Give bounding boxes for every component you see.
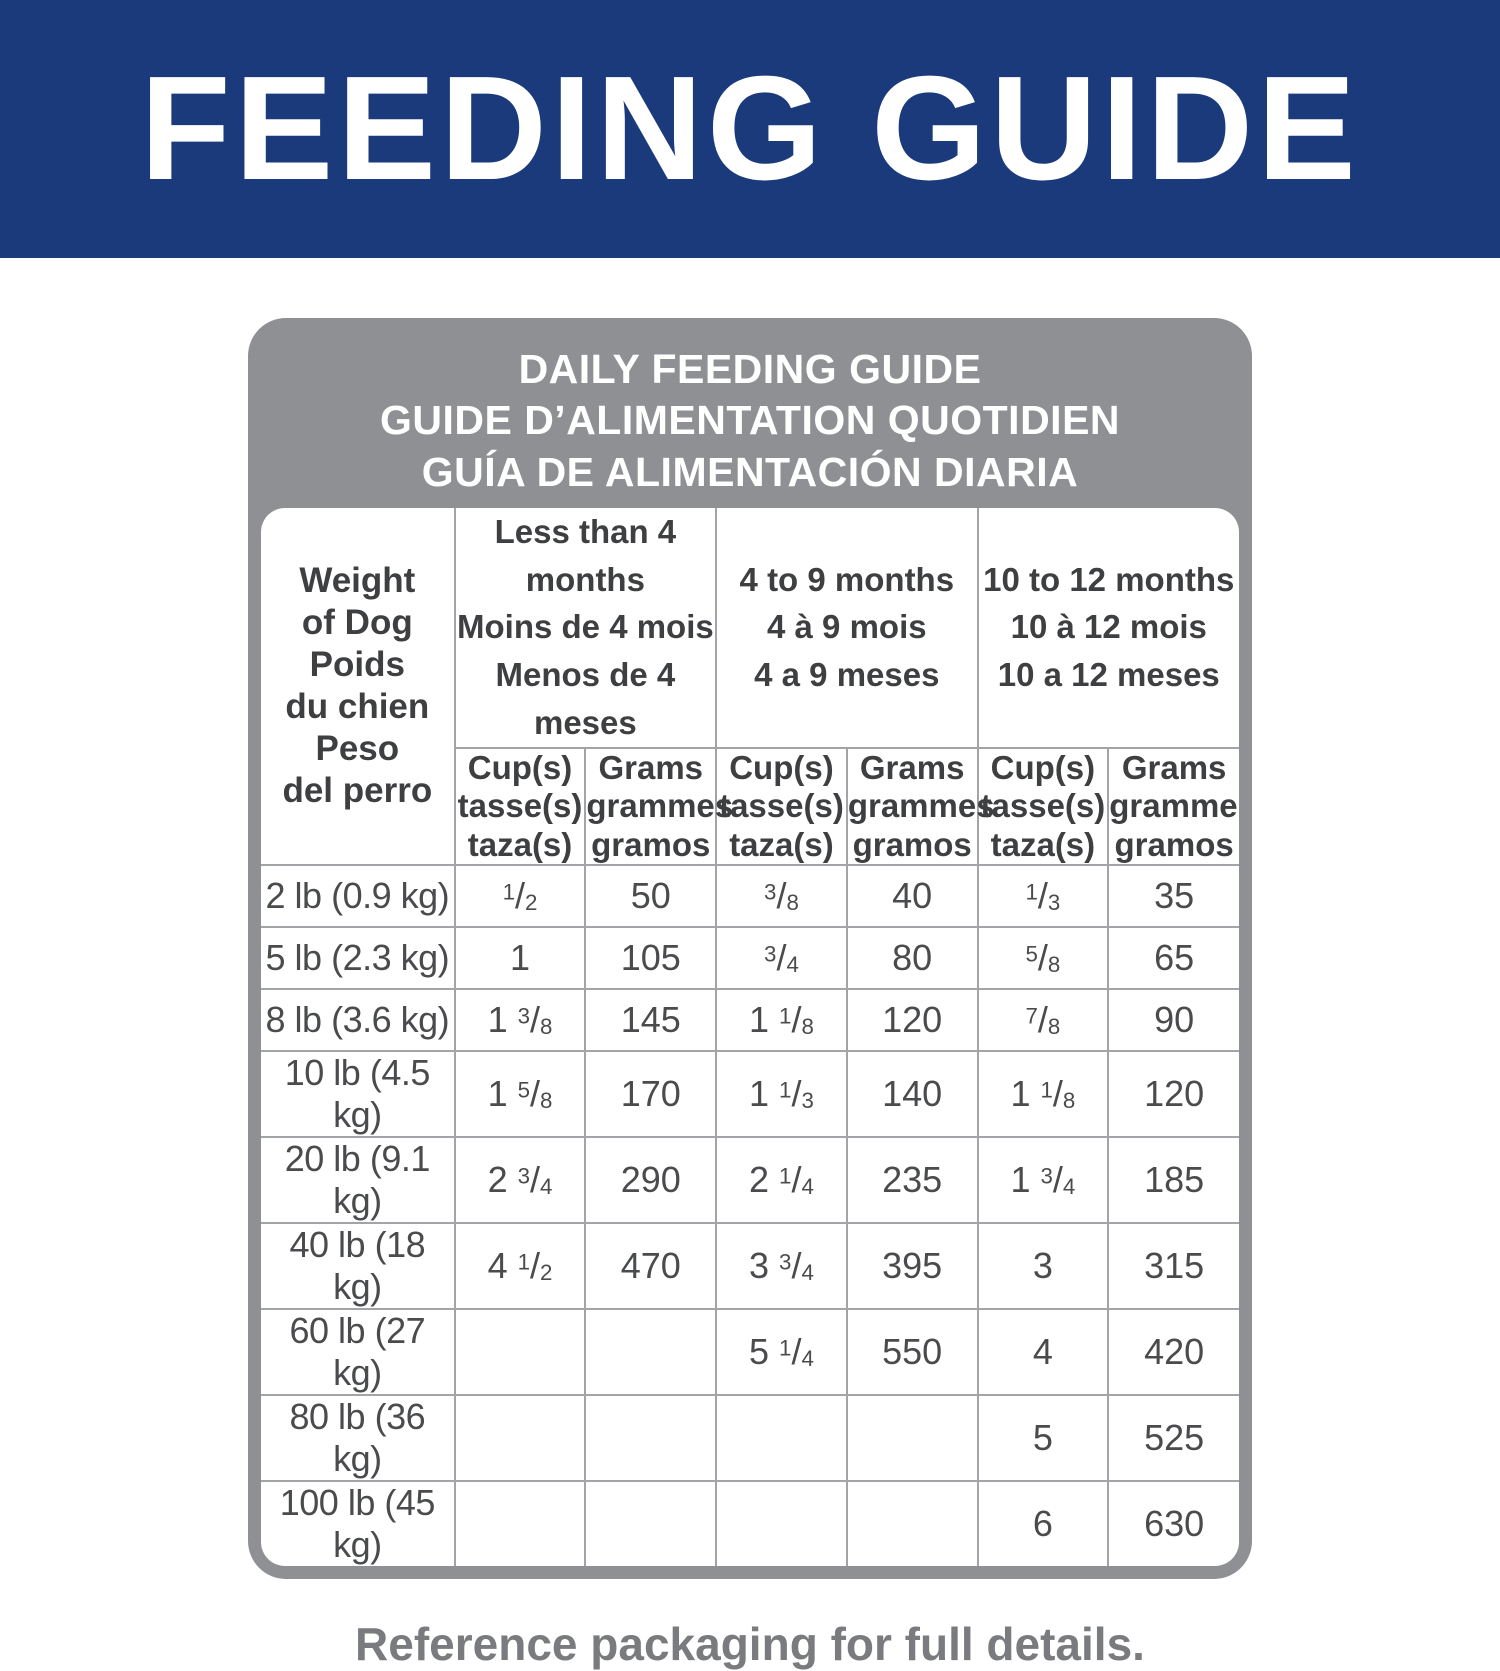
weight-cell: 100 lb (45 kg) <box>261 1479 456 1566</box>
table-row: 5 lb (2.3 kg) 1 105 3/4 80 5/8 65 <box>261 925 1239 990</box>
value-cell: 3/4 <box>715 925 848 990</box>
value-cell: 105 <box>584 925 718 990</box>
value-cell: 2 3/4 <box>453 1135 587 1224</box>
value-cell: 5 1/4 <box>715 1307 848 1396</box>
table-row: 40 lb (18 kg) 4 1/2 470 3 3/4 395 3 315 <box>261 1221 1239 1310</box>
value-cell: 4 <box>976 1307 1110 1396</box>
age-group-header-2: 10 to 12 months 10 à 12 mois 10 a 12 meses <box>976 507 1239 749</box>
value-cell: 3/8 <box>715 863 848 928</box>
panel-title-spanish: GUÍA DE ALIMENTACIÓN DIARIA <box>421 448 1079 495</box>
value-cell: 7/8 <box>976 987 1110 1052</box>
value-cell: 120 <box>845 987 979 1052</box>
value-cell: 90 <box>1107 987 1239 1052</box>
value-cell: 80 <box>845 925 979 990</box>
panel-title-french: GUIDE D’ALIMENTATION QUOTIDIEN <box>379 397 1121 444</box>
feeding-table-container: Weight of Dog Poids du chien Peso del perro Le… <box>261 507 1239 1566</box>
value-cell: 5 <box>976 1393 1110 1482</box>
value-cell: 120 <box>1107 1049 1239 1138</box>
value-cell: 315 <box>1107 1221 1239 1310</box>
value-cell: 5/8 <box>976 925 1110 990</box>
value-cell <box>584 1307 718 1396</box>
cups-header-1: Cup(s) tasse(s) taza(s) <box>715 746 848 866</box>
table-row: 8 lb (3.6 kg) 1 3/8 145 1 1/8 120 7/8 90 <box>261 987 1239 1052</box>
weight-cell: 60 lb (27 kg) <box>261 1307 456 1396</box>
cups-header-2: Cup(s) tasse(s) taza(s) <box>976 746 1110 866</box>
value-cell: 1/3 <box>976 863 1110 928</box>
value-cell: 235 <box>845 1135 979 1224</box>
value-cell: 50 <box>584 863 718 928</box>
age-group-header-1: 4 to 9 months 4 à 9 mois 4 a 9 meses <box>715 507 979 749</box>
value-cell <box>715 1393 848 1482</box>
value-cell <box>845 1393 979 1482</box>
table-row: 2 lb (0.9 kg) 1/2 50 3/8 40 1/3 35 <box>261 863 1239 928</box>
table-header-row-units: Cup(s) tasse(s) taza(s) Grams grammes gramos C… <box>261 746 1239 866</box>
weight-cell: 40 lb (18 kg) <box>261 1221 456 1310</box>
value-cell: 170 <box>584 1049 718 1138</box>
value-cell <box>453 1479 587 1566</box>
weight-of-dog-header: Weight of Dog Poids du chien Peso del perro <box>261 507 456 866</box>
grams-header-0: Grams grammes gramos <box>584 746 733 866</box>
value-cell: 185 <box>1107 1135 1239 1224</box>
value-cell: 1 1/8 <box>976 1049 1110 1138</box>
weight-cell: 5 lb (2.3 kg) <box>261 925 456 990</box>
value-cell: 6 <box>976 1479 1110 1566</box>
table-row: 100 lb (45 kg) 6 630 <box>261 1479 1239 1566</box>
value-cell <box>845 1479 979 1566</box>
age-group-header-0: Less than 4 months Moins de 4 mois Menos d… <box>453 507 718 749</box>
value-cell <box>715 1479 848 1566</box>
table-row: 80 lb (36 kg) 5 525 <box>261 1393 1239 1482</box>
footer-note: Reference packaging for full details. <box>355 1617 1145 1670</box>
value-cell <box>584 1393 718 1482</box>
value-cell: 145 <box>584 987 718 1052</box>
value-cell: 4 1/2 <box>453 1221 587 1310</box>
value-cell: 1/2 <box>453 863 587 928</box>
value-cell: 1 3/8 <box>453 987 587 1052</box>
page-title: FEEDING GUIDE <box>140 46 1360 211</box>
weight-cell: 80 lb (36 kg) <box>261 1393 456 1482</box>
value-cell: 3 <box>976 1221 1110 1310</box>
grams-header-1: Grams grammes gramos <box>845 746 995 866</box>
weight-cell: 10 lb (4.5 kg) <box>261 1049 456 1138</box>
value-cell: 1 1/3 <box>715 1049 848 1138</box>
cups-header-0: Cup(s) tasse(s) taza(s) <box>453 746 587 866</box>
panel-title: DAILY FEEDING GUIDE GUIDE D’ALIMENTATION… <box>261 344 1239 498</box>
weight-cell: 2 lb (0.9 kg) <box>261 863 456 928</box>
value-cell: 3 3/4 <box>715 1221 848 1310</box>
value-cell: 65 <box>1107 925 1239 990</box>
weight-cell: 20 lb (9.1 kg) <box>261 1135 456 1224</box>
value-cell: 1 3/4 <box>976 1135 1110 1224</box>
table-header-row-ages: Weight of Dog Poids du chien Peso del perro Le… <box>261 507 1239 866</box>
value-cell: 525 <box>1107 1393 1239 1482</box>
value-cell: 395 <box>845 1221 979 1310</box>
value-cell: 470 <box>584 1221 718 1310</box>
table-row: 60 lb (27 kg) 5 1/4 550 4 420 <box>261 1307 1239 1396</box>
top-banner: FEEDING GUIDE <box>0 0 1500 258</box>
value-cell: 40 <box>845 863 979 928</box>
table-row: 20 lb (9.1 kg) 2 3/4 290 2 1/4 235 1 3/4 185 <box>261 1135 1239 1224</box>
daily-feeding-panel: DAILY FEEDING GUIDE GUIDE D’ALIMENTATION… <box>248 318 1252 1579</box>
value-cell <box>584 1479 718 1566</box>
value-cell: 1 <box>453 925 587 990</box>
value-cell: 630 <box>1107 1479 1239 1566</box>
value-cell: 140 <box>845 1049 979 1138</box>
value-cell: 420 <box>1107 1307 1239 1396</box>
value-cell <box>453 1393 587 1482</box>
table-row: 10 lb (4.5 kg) 1 5/8 170 1 1/3 140 1 1/8 120 <box>261 1049 1239 1138</box>
feeding-table: Weight of Dog Poids du chien Peso del perro Le… <box>261 507 1239 1566</box>
value-cell: 550 <box>845 1307 979 1396</box>
panel-title-english: DAILY FEEDING GUIDE <box>518 346 982 392</box>
value-cell: 2 1/4 <box>715 1135 848 1224</box>
value-cell: 1 1/8 <box>715 987 848 1052</box>
weight-cell: 8 lb (3.6 kg) <box>261 987 456 1052</box>
value-cell: 35 <box>1107 863 1239 928</box>
value-cell: 1 5/8 <box>453 1049 587 1138</box>
value-cell <box>453 1307 587 1396</box>
value-cell: 290 <box>584 1135 718 1224</box>
